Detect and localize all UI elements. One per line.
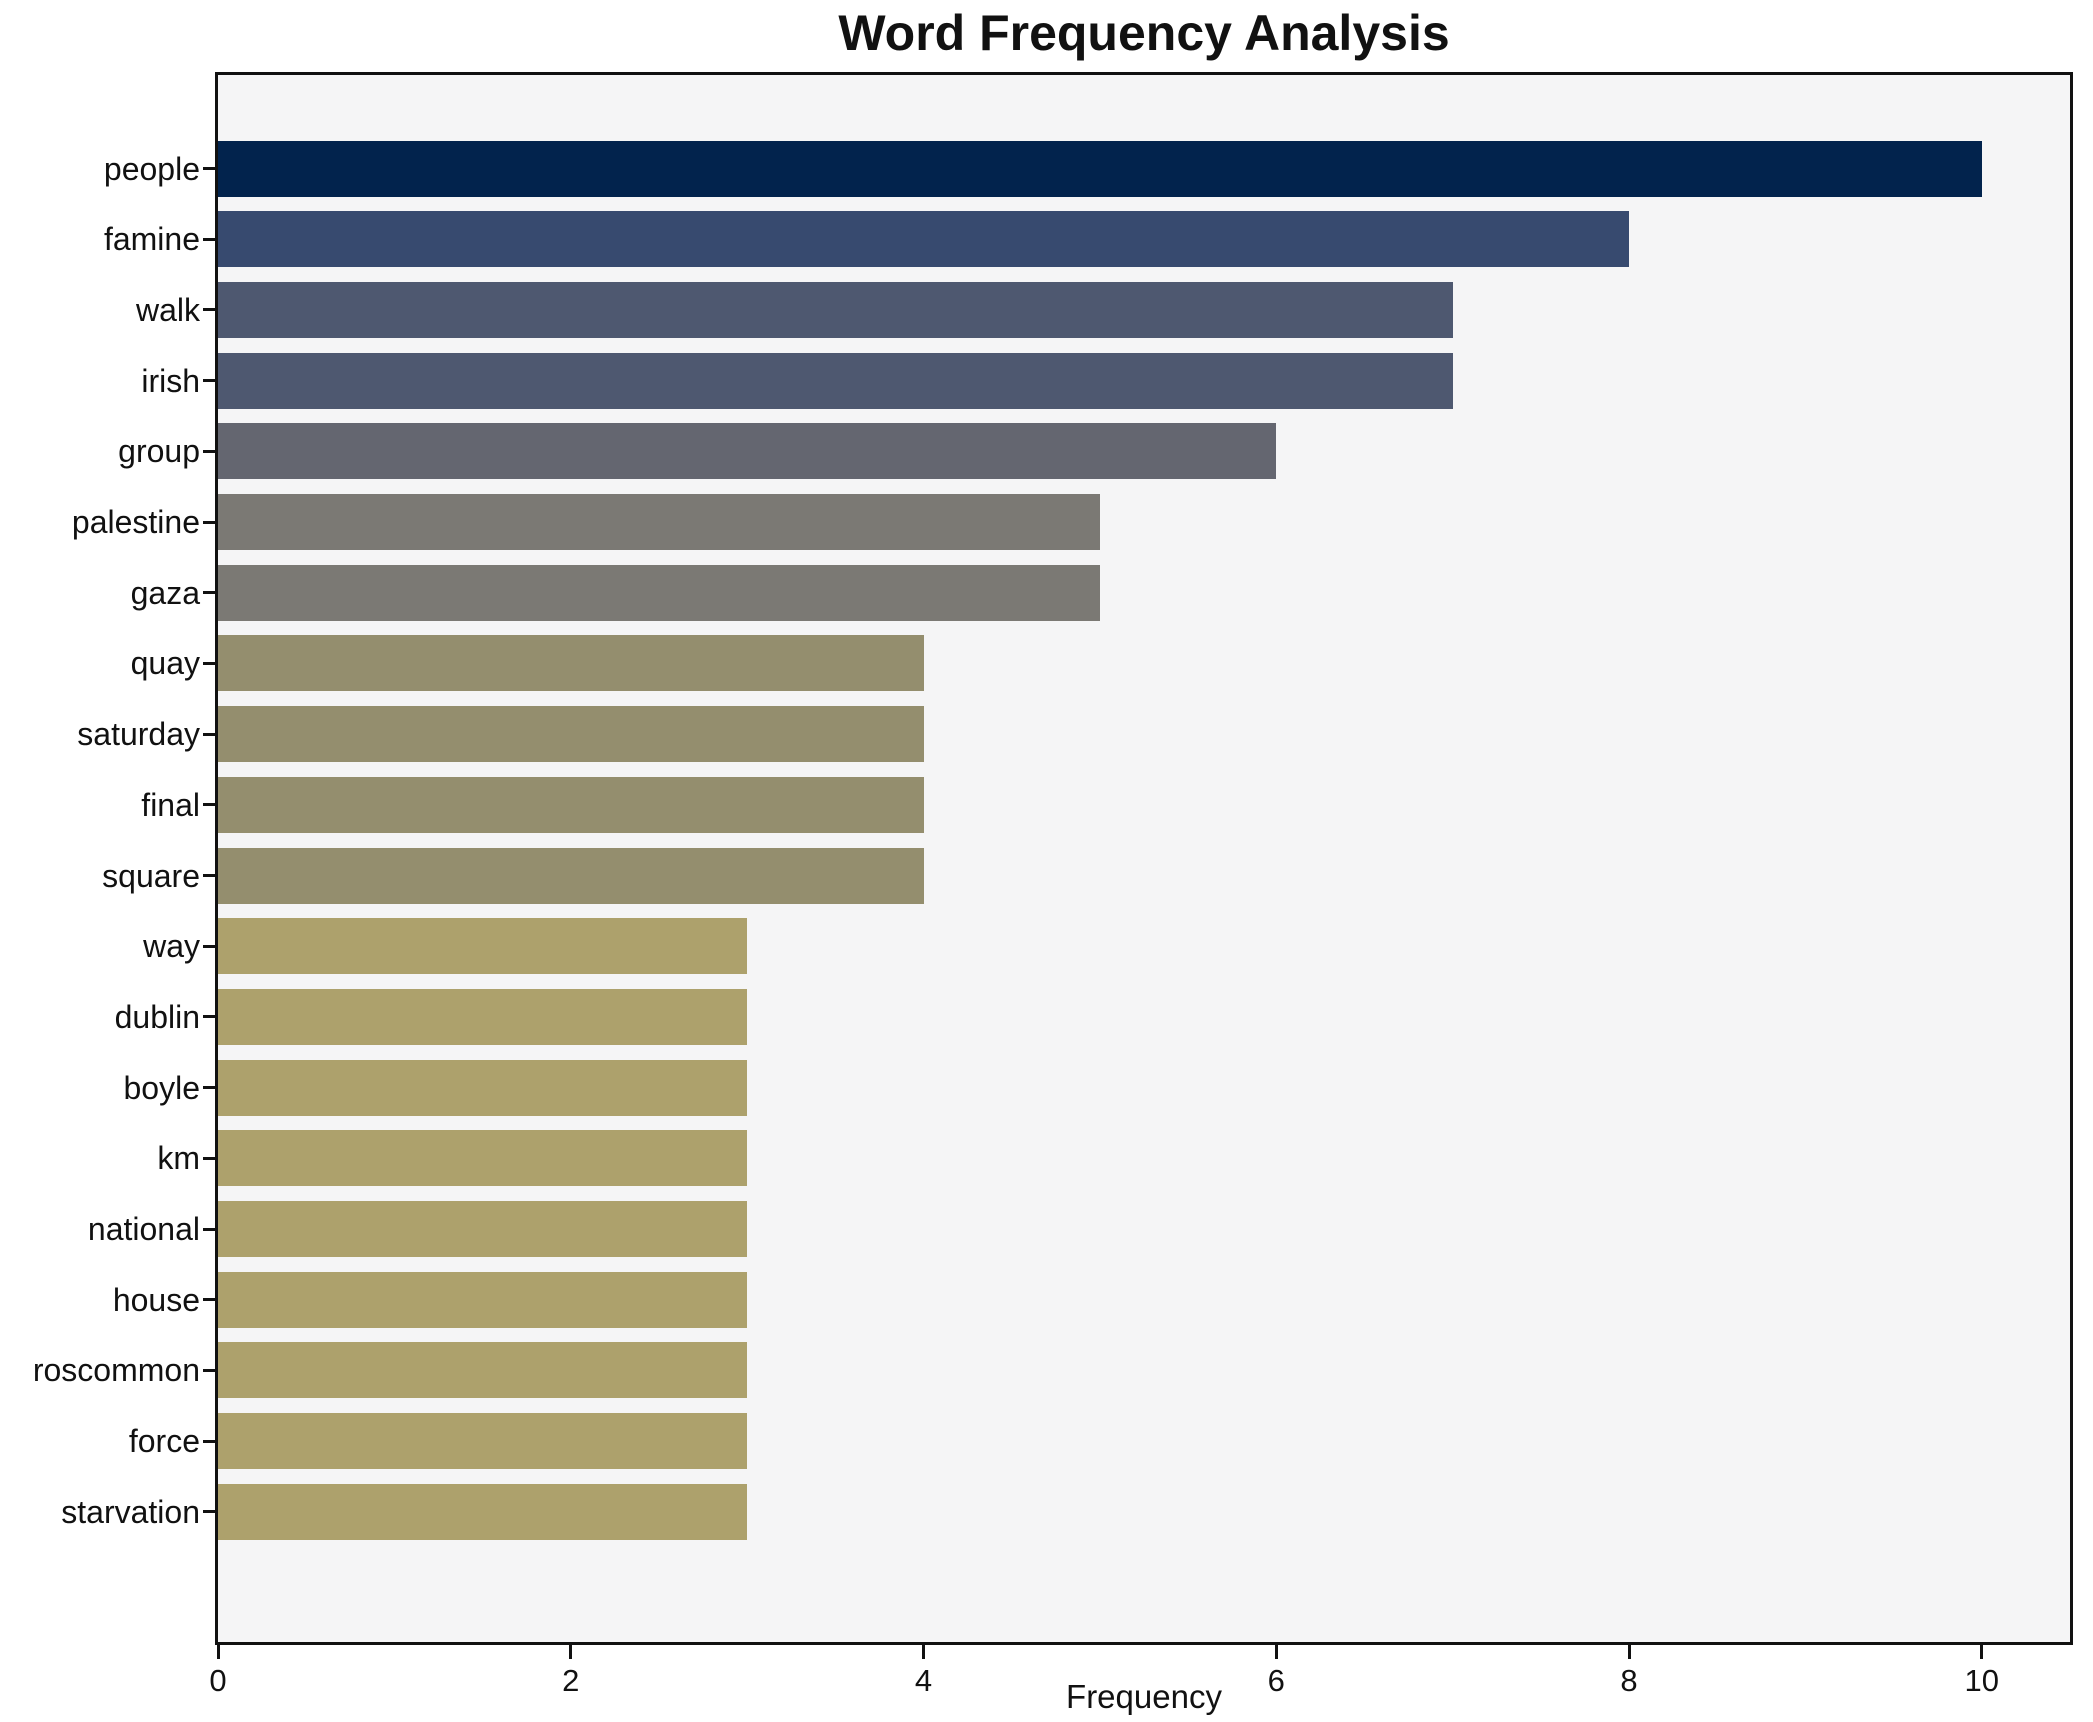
- x-tick: [1627, 1645, 1631, 1659]
- y-tick: [203, 1510, 215, 1514]
- y-tick: [203, 1015, 215, 1019]
- y-tick: [203, 1439, 215, 1443]
- x-tick: [216, 1645, 220, 1659]
- plot-area: [215, 72, 2073, 1645]
- bar-national: [218, 1201, 748, 1257]
- x-tick-label: 8: [1620, 1663, 1638, 1698]
- y-tick-label-boyle: boyle: [123, 1069, 201, 1106]
- bar-way: [218, 918, 748, 975]
- y-tick-label-gaza: gaza: [130, 574, 200, 611]
- y-tick-label-final: final: [141, 786, 200, 823]
- x-tick-label: 10: [1964, 1663, 2000, 1698]
- y-tick: [203, 1086, 215, 1090]
- x-tick: [1274, 1645, 1278, 1659]
- y-tick: [203, 167, 215, 170]
- y-tick-label-way: way: [143, 928, 200, 965]
- y-tick: [203, 944, 215, 948]
- y-tick: [203, 449, 215, 453]
- y-tick-label-roscommon: roscommon: [32, 1352, 200, 1389]
- y-tick-label-people: people: [103, 150, 200, 187]
- y-tick: [203, 803, 215, 807]
- y-tick-label-starvation: starvation: [61, 1493, 200, 1530]
- y-tick-label-force: force: [128, 1423, 200, 1460]
- bar-boyle: [218, 1059, 748, 1116]
- x-tick: [569, 1645, 573, 1659]
- y-tick: [203, 1368, 215, 1372]
- bar-house: [218, 1271, 748, 1328]
- y-tick: [203, 520, 215, 524]
- y-tick-label-saturday: saturday: [77, 716, 200, 753]
- bar-force: [218, 1413, 748, 1470]
- x-tick-label: 6: [1267, 1663, 1285, 1698]
- y-tick: [203, 661, 215, 665]
- bar-square: [218, 847, 924, 904]
- y-tick-label-dublin: dublin: [114, 998, 200, 1035]
- chart-title: Word Frequency Analysis: [838, 5, 1450, 61]
- x-tick: [922, 1645, 926, 1659]
- y-tick-label-national: national: [87, 1211, 200, 1247]
- bar-irish: [218, 352, 1453, 409]
- x-tick-label: 0: [209, 1663, 227, 1698]
- y-tick-label-square: square: [102, 857, 200, 894]
- bar-walk: [218, 281, 1453, 338]
- bar-group: [218, 423, 1277, 480]
- y-tick: [203, 308, 215, 312]
- bar-starvation: [218, 1483, 748, 1540]
- y-tick: [203, 732, 215, 736]
- y-tick: [203, 379, 215, 383]
- bar-km: [218, 1130, 748, 1187]
- y-tick-label-house: house: [112, 1281, 200, 1318]
- y-tick: [203, 237, 215, 241]
- bar-gaza: [218, 564, 1100, 621]
- bar-famine: [218, 211, 1630, 268]
- y-tick-label-irish: irish: [141, 362, 200, 399]
- y-tick-label-famine: famine: [103, 221, 200, 258]
- y-tick-label-group: group: [118, 433, 200, 470]
- bar-quay: [218, 635, 924, 692]
- y-tick: [203, 874, 215, 877]
- y-tick-label-walk: walk: [135, 291, 200, 328]
- y-tick: [203, 1227, 215, 1231]
- x-tick: [1980, 1645, 1984, 1659]
- y-tick-label-quay: quay: [130, 645, 200, 682]
- y-tick: [203, 1298, 215, 1302]
- y-tick-label-km: km: [157, 1140, 200, 1177]
- bar-saturday: [218, 706, 924, 763]
- x-axis-label: Frequency: [1066, 1678, 1222, 1715]
- bar-dublin: [218, 988, 748, 1045]
- y-tick: [203, 591, 215, 595]
- x-tick-label: 4: [914, 1663, 933, 1698]
- y-tick: [203, 1156, 215, 1160]
- bar-final: [218, 776, 924, 833]
- bar-people: [218, 140, 1982, 197]
- bar-palestine: [218, 494, 1100, 550]
- x-tick-label: 2: [562, 1663, 580, 1698]
- bar-roscommon: [218, 1342, 748, 1399]
- y-tick-label-palestine: palestine: [71, 504, 200, 540]
